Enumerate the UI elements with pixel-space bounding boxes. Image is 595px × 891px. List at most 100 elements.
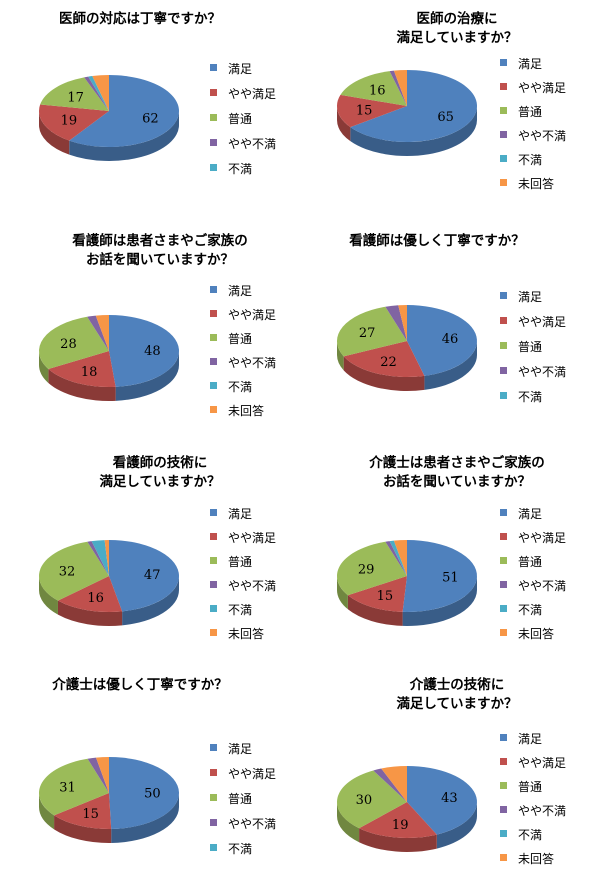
legend-label: 普通	[228, 792, 253, 806]
legend-swatch	[210, 358, 217, 365]
legend-item: 普通	[210, 330, 276, 354]
legend-label: やや満足	[518, 81, 567, 95]
legend-label: 普通	[228, 332, 253, 346]
legend-label: 未回答	[518, 177, 555, 191]
data-label: 65	[437, 110, 454, 125]
pie-slice-満足	[109, 757, 180, 829]
legend-swatch	[210, 334, 217, 341]
pie-side	[347, 595, 403, 626]
legend-item: 普通	[500, 553, 566, 577]
data-label: 29	[358, 562, 375, 577]
legend-swatch	[210, 629, 217, 636]
pie-side	[343, 356, 425, 391]
legend-label: 未回答	[518, 627, 555, 641]
legend-label: 普通	[518, 780, 543, 794]
legend-swatch	[500, 533, 507, 540]
legend: 満足 やや満足 普通 やや不満 不満	[210, 60, 276, 185]
pie-slice-やや満足	[57, 576, 123, 612]
legend-item: 未回答	[210, 402, 276, 426]
legend-item: やや不満	[500, 127, 566, 151]
data-label: 22	[380, 355, 397, 370]
legend-swatch	[500, 782, 507, 789]
legend-swatch	[500, 292, 507, 299]
legend-item: 未回答	[500, 625, 566, 649]
pie-slice-やや満足	[39, 104, 109, 141]
legend-item: やや不満	[210, 135, 276, 160]
legend-label: やや満足	[228, 308, 277, 322]
legend-swatch	[210, 819, 217, 826]
legend-swatch	[210, 286, 217, 293]
data-label: 16	[369, 84, 386, 99]
chart-title: 看護師の技術に 満足していますか？	[99, 455, 221, 490]
legend-item: 満足	[210, 740, 276, 765]
legend-swatch	[500, 854, 507, 861]
legend-item: 未回答	[500, 850, 566, 874]
legend-label: 普通	[228, 555, 253, 569]
pie-slice-やや不満	[385, 305, 407, 341]
legend-label: やや不満	[228, 817, 277, 831]
legend-label: やや満足	[518, 756, 567, 770]
pie-side	[359, 828, 437, 852]
legend-swatch	[210, 794, 217, 801]
pie-slice-満足	[109, 315, 180, 387]
pie-slice-やや不満	[389, 70, 407, 106]
legend-swatch	[210, 557, 217, 564]
pie-slice-満足	[407, 305, 478, 376]
legend-label: やや不満	[228, 356, 277, 370]
legend-item: 満足	[210, 505, 276, 529]
pie-slice-やや満足	[359, 802, 437, 838]
legend-label: 普通	[518, 340, 543, 354]
data-label: 32	[59, 564, 76, 579]
pie-slice-不満	[88, 76, 109, 111]
legend-item: やや不満	[210, 354, 276, 378]
legend-label: 満足	[518, 57, 543, 71]
pie-chart: 62 19 17	[39, 75, 179, 161]
legend-item: 不満	[500, 826, 566, 850]
legend-swatch	[500, 758, 507, 765]
data-label: 28	[60, 337, 77, 352]
legend-label: 普通	[518, 105, 543, 119]
legend-swatch	[500, 581, 507, 588]
data-label: 62	[142, 112, 159, 127]
legend-swatch	[210, 744, 217, 751]
pie-slice-満足	[109, 540, 180, 612]
data-label: 51	[442, 571, 459, 586]
legend-label: やや不満	[518, 129, 567, 143]
pie-side	[350, 106, 477, 157]
legend-swatch	[210, 844, 217, 851]
legend-label: 未回答	[228, 627, 265, 641]
legend-item: 普通	[210, 110, 276, 135]
data-label: 43	[441, 791, 458, 806]
chart-title: 介護士は優しく丁寧ですか？	[52, 677, 228, 693]
legend-swatch	[500, 59, 507, 66]
pie-side	[337, 802, 360, 843]
pie-slice-不満	[91, 540, 109, 576]
legend-item: 不満	[210, 378, 276, 402]
legend-label: やや不満	[518, 365, 567, 379]
legend-item: やや満足	[210, 85, 276, 110]
legend-swatch	[500, 83, 507, 90]
legend-swatch	[500, 557, 507, 564]
pie-slice-未回答	[398, 305, 407, 341]
pie-side	[39, 576, 58, 615]
pie-side	[39, 111, 70, 155]
legend-swatch	[210, 533, 217, 540]
pie-slice-満足	[350, 70, 477, 142]
legend-item: 不満	[500, 151, 566, 175]
pie-side	[39, 793, 55, 830]
legend-item: やや満足	[210, 529, 276, 553]
legend: 満足 やや満足 普通 やや不満 不満 未回答	[500, 730, 566, 874]
legend-swatch	[210, 310, 217, 317]
pie-chart: 43 19 30	[337, 766, 477, 852]
legend: 満足やや満足普通やや不満不満未回答	[210, 282, 276, 426]
legend-label: やや満足	[228, 87, 277, 101]
pie-side	[115, 351, 179, 401]
pie-slice-未回答	[96, 757, 109, 793]
legend-label: やや満足	[518, 531, 567, 545]
legend-label: 満足	[228, 284, 253, 298]
chart-panel: 介護士は優しく丁寧ですか？ 50 15 31 満足 やや満足 普通 やや不満 不満	[0, 666, 297, 888]
data-label: 17	[67, 91, 84, 106]
legend-label: 未回答	[228, 404, 265, 418]
legend-item: 未回答	[210, 625, 276, 649]
